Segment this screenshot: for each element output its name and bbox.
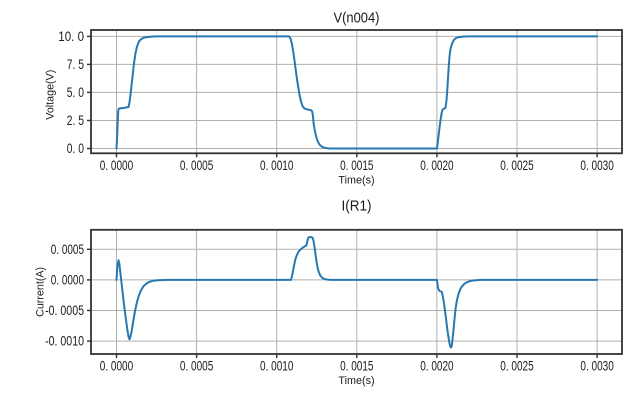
svg-text:7. 5: 7. 5 bbox=[67, 57, 84, 72]
svg-text:0. 0005: 0. 0005 bbox=[180, 158, 213, 173]
svg-text:0. 0000: 0. 0000 bbox=[100, 359, 133, 374]
svg-text:0. 0030: 0. 0030 bbox=[580, 158, 613, 173]
svg-text:0. 0: 0. 0 bbox=[67, 141, 84, 156]
svg-text:2. 5: 2. 5 bbox=[67, 113, 84, 128]
svg-text:0. 0005: 0. 0005 bbox=[51, 242, 84, 257]
svg-text:Current(A): Current(A) bbox=[35, 267, 47, 317]
svg-text:0. 0005: 0. 0005 bbox=[180, 359, 213, 374]
svg-text:10. 0: 10. 0 bbox=[58, 29, 84, 44]
svg-text:-0. 0010: -0. 0010 bbox=[45, 334, 84, 349]
svg-text:0. 0010: 0. 0010 bbox=[260, 359, 293, 374]
svg-text:Voltage(V): Voltage(V) bbox=[45, 70, 57, 120]
svg-text:0. 0000: 0. 0000 bbox=[100, 158, 133, 173]
svg-text:0. 0025: 0. 0025 bbox=[500, 359, 533, 374]
svg-text:0. 0010: 0. 0010 bbox=[260, 158, 293, 173]
svg-text:Time(s): Time(s) bbox=[338, 375, 374, 387]
svg-text:0. 0015: 0. 0015 bbox=[340, 158, 373, 173]
svg-text:0. 0020: 0. 0020 bbox=[420, 359, 453, 374]
svg-text:0. 0020: 0. 0020 bbox=[420, 158, 453, 173]
svg-text:0. 0000: 0. 0000 bbox=[51, 273, 84, 288]
svg-text:0. 0025: 0. 0025 bbox=[500, 158, 533, 173]
svg-text:0. 0030: 0. 0030 bbox=[580, 359, 613, 374]
svg-text:V(n004): V(n004) bbox=[334, 9, 380, 26]
svg-text:-0. 0005: -0. 0005 bbox=[45, 303, 84, 318]
svg-text:0. 0015: 0. 0015 bbox=[340, 359, 373, 374]
svg-text:I(R1): I(R1) bbox=[342, 198, 372, 215]
svg-text:Time(s): Time(s) bbox=[338, 175, 374, 187]
svg-text:5. 0: 5. 0 bbox=[67, 85, 84, 100]
